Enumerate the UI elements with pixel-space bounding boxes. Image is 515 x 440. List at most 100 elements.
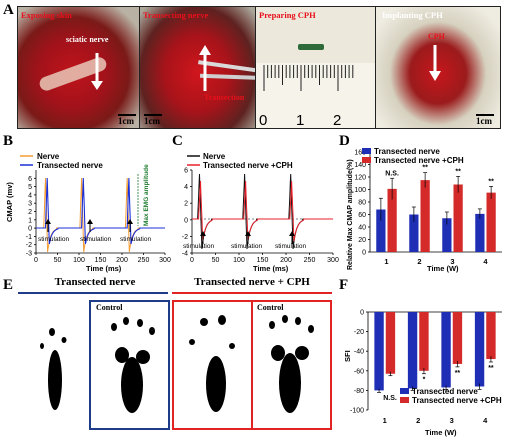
stimulation-arrows bbox=[200, 231, 295, 244]
scale-bar: 1cm bbox=[476, 114, 494, 126]
y-axis-label: CMAP (mv) bbox=[5, 182, 14, 222]
y-tick-label: 120 bbox=[354, 175, 366, 182]
y-tick-label: -3 bbox=[26, 251, 32, 258]
legend-label: Transected nerve bbox=[374, 147, 440, 156]
panel-label-f: F bbox=[339, 277, 349, 293]
ruler: 0 1 2 bbox=[256, 63, 375, 128]
stimulation-label: stimulation bbox=[231, 243, 262, 250]
x-tick-label: 300 bbox=[159, 257, 171, 264]
x-tick-label: 0 bbox=[190, 257, 194, 264]
legend-swatch bbox=[400, 388, 409, 394]
panel-label-c: C bbox=[172, 133, 183, 149]
y-tick-label: 4 bbox=[28, 192, 32, 199]
stimulation-label: stimulation bbox=[275, 243, 306, 250]
ruler-number: 1 bbox=[296, 112, 304, 128]
photo-title: Transecting nerve bbox=[143, 10, 209, 20]
stimulation-label: stimulation bbox=[38, 236, 69, 243]
footprint-transected-control bbox=[111, 317, 155, 413]
y-tick-label: 1 bbox=[28, 217, 32, 224]
legend-swatch bbox=[400, 397, 409, 403]
y-tick-label: 6 bbox=[184, 168, 188, 175]
bar-cph bbox=[486, 192, 496, 252]
bar-cph bbox=[453, 184, 463, 252]
x-tick-label: 150 bbox=[257, 257, 269, 264]
photo-title: Preparing CPH bbox=[259, 10, 316, 20]
legend-nerve: Nerve bbox=[37, 152, 60, 161]
series-transected-nerve-cph bbox=[192, 180, 333, 242]
photo-title: Implanting CPH bbox=[382, 10, 443, 20]
significance-label: ** bbox=[488, 365, 494, 372]
x-tick-label: 250 bbox=[304, 257, 316, 264]
footprint-box-cph-control bbox=[251, 300, 332, 430]
chart-c-emg: -4 -2 0 2 4 6 0 50 100 150 200 250 300 Time (ms) Ne… bbox=[182, 152, 339, 273]
bar-transected bbox=[441, 312, 451, 388]
group-title-transected-cph: Transected nerve + CPH bbox=[194, 276, 310, 288]
series-transected-nerve bbox=[36, 177, 165, 245]
scale-bar: 1cm bbox=[118, 114, 136, 126]
ruler-number: 2 bbox=[333, 112, 341, 128]
y-tick-label: -2 bbox=[182, 234, 188, 241]
bar-transected bbox=[475, 213, 485, 252]
stimulation-label: stimulation bbox=[120, 236, 151, 243]
significance-label: ** bbox=[488, 178, 494, 185]
y-tick-label: 160 bbox=[354, 150, 366, 157]
legend-swatch bbox=[362, 148, 371, 154]
bar-cph bbox=[387, 188, 397, 252]
inner-label: Transection bbox=[204, 93, 245, 102]
bar-transected bbox=[374, 312, 384, 391]
y-tick-label: 3 bbox=[28, 201, 32, 208]
arrow-icon bbox=[91, 53, 103, 90]
photo-implanting-cph: Implanting CPH CPH 1cm bbox=[375, 6, 501, 129]
legend-label: Transected nerve +CPH bbox=[412, 396, 502, 405]
bar-transected bbox=[474, 312, 485, 387]
y-tick-label: 80 bbox=[358, 200, 366, 207]
x-axis-label: Time (W) bbox=[425, 428, 457, 437]
x-tick-label: 200 bbox=[116, 257, 128, 264]
y-tick-label: 4 bbox=[184, 184, 188, 191]
x-tick-label: 4 bbox=[483, 416, 488, 425]
group-title-transected: Transected nerve bbox=[54, 276, 136, 288]
arrow-icon bbox=[199, 45, 211, 91]
stimulation-label: stimulation bbox=[80, 236, 111, 243]
y-tick-label: 100 bbox=[354, 187, 366, 194]
legend-nerve: Nerve bbox=[203, 152, 226, 161]
stimulation-label: stimulation bbox=[183, 243, 214, 250]
x-tick-label: 1 bbox=[384, 257, 388, 266]
y-tick-label: 0 bbox=[362, 250, 366, 257]
footprint-transected bbox=[40, 328, 67, 410]
footprint-box-transected bbox=[89, 300, 170, 430]
y-tick-label: 0 bbox=[360, 310, 364, 317]
bar-cph bbox=[452, 312, 463, 364]
x-tick-label: 3 bbox=[450, 416, 454, 425]
control-label: Control bbox=[96, 303, 123, 312]
x-axis-label: Time (ms) bbox=[253, 264, 289, 273]
series-nerve bbox=[192, 173, 333, 250]
x-tick-label: 50 bbox=[212, 257, 220, 264]
y-tick-label: -40 bbox=[354, 349, 364, 356]
x-axis-label: Time (ms) bbox=[86, 264, 122, 273]
y-tick-label: 2 bbox=[184, 201, 188, 208]
y-tick-label: -80 bbox=[354, 388, 364, 395]
legend-label: Transected nerve bbox=[412, 387, 478, 396]
bar-transected bbox=[376, 209, 386, 252]
bar-cph bbox=[420, 180, 430, 252]
panel-label-e: E bbox=[3, 277, 14, 293]
x-tick-label: 200 bbox=[280, 257, 292, 264]
y-tick-label: 20 bbox=[358, 237, 366, 244]
panel-label-b: B bbox=[3, 133, 14, 149]
chart-d-bar: Relative Max CMAP amplitude(%) Time (W) … bbox=[347, 147, 502, 273]
x-tick-label: 2 bbox=[416, 416, 420, 425]
ruler-number: 0 bbox=[259, 112, 267, 128]
y-tick-label: -20 bbox=[354, 329, 364, 336]
legend-transected-cph: Transected nerve +CPH bbox=[203, 161, 293, 170]
y-tick-label: -1 bbox=[26, 234, 32, 241]
photo-transecting-nerve: Transecting nerve Transection 1cm bbox=[139, 6, 256, 129]
x-tick-label: 150 bbox=[95, 257, 107, 264]
significance-label: * bbox=[423, 377, 426, 384]
y-axis-label: Relative Max CMAP amplitude(%) bbox=[347, 159, 354, 270]
x-tick-label: 50 bbox=[54, 257, 62, 264]
chart-f-bar: SFI Time (W) 0 -20 -40 -60 -80 -100 N.S. 1 * 2 ** 3… bbox=[343, 310, 502, 437]
panel-label-a: A bbox=[3, 2, 14, 18]
x-tick-label: 100 bbox=[233, 257, 245, 264]
y-tick-label: -2 bbox=[26, 242, 32, 249]
